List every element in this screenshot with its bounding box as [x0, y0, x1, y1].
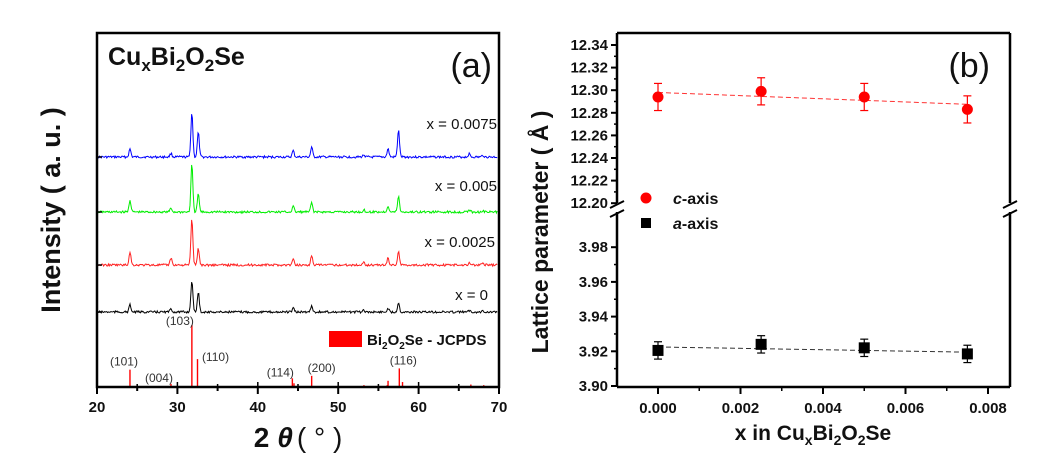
- y-tick-label: 12.26: [570, 127, 608, 144]
- hkl-label: (114): [267, 365, 294, 379]
- fit-line: [657, 346, 968, 353]
- panel-b-y-axis-title: Lattice parameter ( Å ): [526, 111, 553, 354]
- x-tick-label: 30: [169, 399, 186, 416]
- y-tick-label: 12.32: [570, 60, 608, 77]
- legend-label-c-axis: c-axis: [673, 191, 718, 208]
- panel-a-xrd: x = 0.0075 x = 0.005 x = 0.0025 x = 0 (101)…: [36, 31, 508, 453]
- panel-a-label: (a): [450, 47, 492, 85]
- legend-marker-c-axis: [640, 192, 652, 204]
- panel-b-ticks: 12.20 12.22 12.24 12.26 12.28 12.30 12.32 12.34…: [570, 37, 1006, 417]
- x-tick-label: 40: [249, 399, 266, 416]
- reference-legend-swatch: [329, 331, 362, 347]
- x-tick-label: 0.000: [639, 400, 677, 417]
- axis-break-mark: [1002, 209, 1018, 218]
- x-axis-ticks: 20 30 40 50 60 70: [89, 156, 508, 416]
- y-tick-label: 12.28: [570, 105, 608, 122]
- axis-break-mark: [1002, 200, 1018, 209]
- y-tick-label: 3.96: [579, 274, 608, 291]
- panel-a-y-axis-title: Intensity ( a. u. ): [36, 107, 66, 313]
- hkl-label: (116): [390, 353, 417, 367]
- axis-break-mark: [609, 200, 625, 209]
- panel-b-frame: [609, 31, 1018, 389]
- x-tick-label: 50: [330, 399, 347, 416]
- y-tick-label: 3.90: [579, 378, 608, 395]
- reference-lines: (101) (004) (103) (110) (114) (200) (116): [110, 314, 485, 387]
- panel-b-x-axis-title: x in CuxBi2O2Se: [735, 422, 891, 448]
- y-tick-label: 3.98: [579, 239, 608, 256]
- series-label: x = 0.0025: [425, 234, 495, 251]
- y-tick-label: 12.30: [570, 82, 608, 99]
- fit-line: [657, 91, 968, 105]
- legend-marker-a-axis: [641, 218, 651, 228]
- data-point-a-axis: [755, 338, 767, 350]
- axis-break-mark: [609, 209, 625, 218]
- x-tick-label: 0.008: [969, 400, 1007, 417]
- lattice-plot: [652, 77, 973, 364]
- x-tick-label: 60: [410, 399, 427, 416]
- xrd-trace: [97, 282, 498, 315]
- hkl-label: (200): [308, 361, 336, 375]
- xrd-traces: x = 0.0075 x = 0.005 x = 0.0025 x = 0: [97, 114, 498, 315]
- hkl-label: (004): [145, 371, 173, 385]
- hkl-label: (110): [202, 350, 229, 364]
- data-point-c-axis: [652, 91, 664, 103]
- series-label: x = 0.005: [435, 178, 497, 195]
- data-point-c-axis: [961, 103, 973, 115]
- y-tick-label: 3.92: [579, 343, 608, 360]
- x-tick-label: 0.006: [887, 400, 925, 417]
- y-tick-label: 12.34: [570, 37, 608, 54]
- panel-b-label: (b): [948, 47, 990, 85]
- y-tick-label: 12.20: [570, 195, 608, 212]
- series-label: x = 0.0075: [427, 116, 497, 133]
- x-tick-label: 70: [491, 399, 508, 416]
- legend-label-a-axis: a-axis: [673, 216, 718, 233]
- data-point-a-axis: [858, 342, 870, 354]
- xrd-trace: [98, 114, 498, 160]
- data-point-c-axis: [858, 91, 870, 103]
- hkl-label: (103): [166, 314, 194, 328]
- y-tick-label: 12.22: [570, 173, 608, 190]
- data-point-a-axis: [652, 344, 664, 356]
- data-point-c-axis: [755, 85, 767, 97]
- series-label: x = 0: [455, 287, 488, 304]
- reference-legend: Bi2O2Se - JCPDS: [329, 331, 487, 352]
- panel-b-lattice: 12.20 12.22 12.24 12.26 12.28 12.30 12.32 12.34…: [526, 31, 1018, 448]
- hkl-label: (101): [110, 355, 138, 369]
- panel-a-compound-title: CuxBi2O2Se: [108, 43, 245, 75]
- xrd-trace: [97, 164, 498, 215]
- reference-legend-label: Bi2O2Se - JCPDS: [367, 332, 487, 352]
- panel-b-legend: c-axis a-axis: [640, 191, 718, 233]
- x-tick-label: 20: [89, 399, 106, 416]
- data-point-a-axis: [961, 348, 973, 360]
- x-tick-label: 0.004: [804, 400, 842, 417]
- x-tick-label: 0.002: [722, 400, 760, 417]
- panel-a-x-axis-title: 2 θ( ° ): [254, 422, 343, 453]
- y-tick-label: 3.94: [579, 309, 609, 326]
- xrd-trace: [97, 219, 498, 268]
- y-tick-label: 12.24: [570, 150, 608, 167]
